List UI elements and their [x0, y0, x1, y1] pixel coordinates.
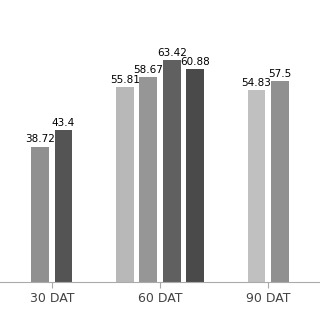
Text: 57.5: 57.5 — [268, 69, 292, 79]
Text: 55.81: 55.81 — [110, 75, 140, 85]
Bar — [55, 130, 72, 282]
Bar — [163, 60, 181, 282]
Text: 54.83: 54.83 — [242, 78, 271, 88]
Text: 58.67: 58.67 — [133, 65, 163, 75]
Bar — [271, 81, 289, 282]
Text: 43.4: 43.4 — [52, 118, 75, 128]
Bar — [116, 87, 134, 282]
Bar — [186, 69, 204, 282]
Bar — [31, 147, 49, 282]
Bar — [139, 77, 157, 282]
Text: 38.72: 38.72 — [25, 134, 55, 145]
Text: 60.88: 60.88 — [180, 57, 210, 67]
Bar — [248, 90, 265, 282]
Text: 63.42: 63.42 — [157, 48, 187, 58]
